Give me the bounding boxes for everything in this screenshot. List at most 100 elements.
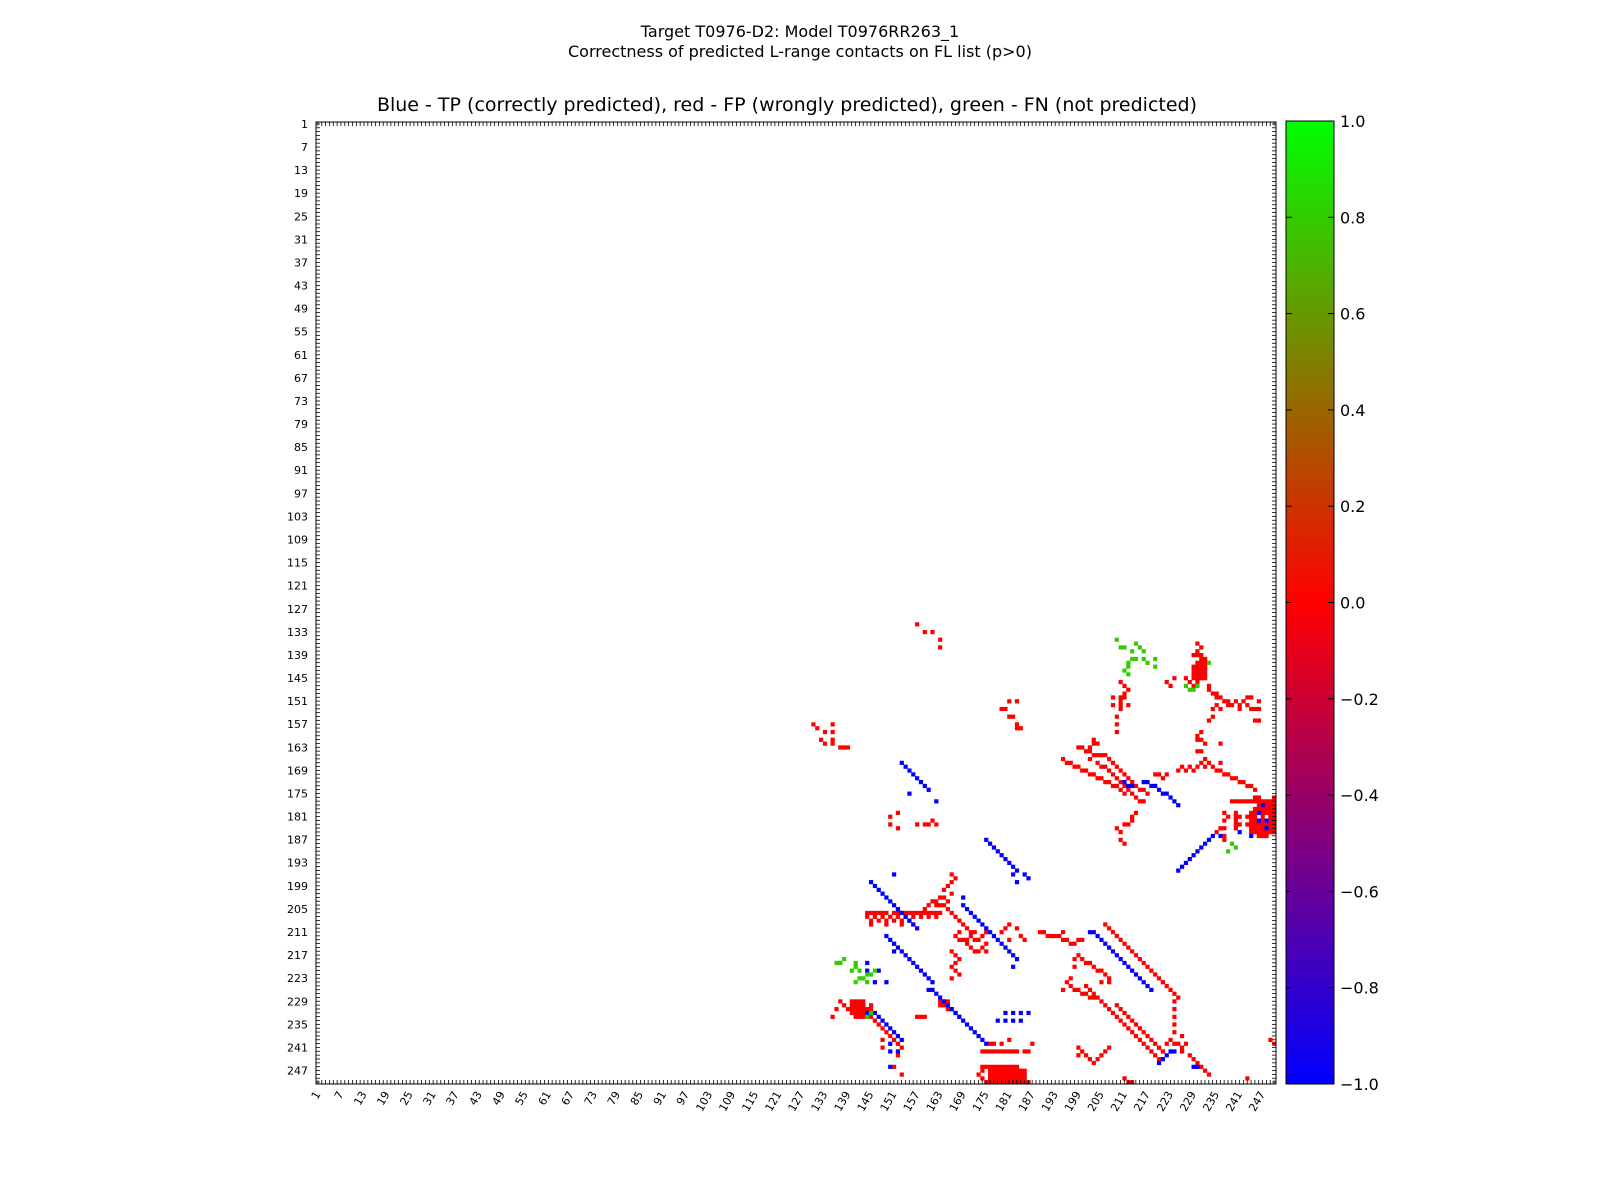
contact-cell-red bbox=[853, 1010, 858, 1016]
y-tick-label: 241 bbox=[287, 1041, 308, 1054]
contact-cell-red bbox=[853, 999, 858, 1004]
contact-cell-red bbox=[1122, 691, 1127, 696]
contact-cell-red bbox=[899, 918, 904, 923]
contact-cell-red bbox=[830, 741, 835, 746]
contact-cell-red bbox=[1203, 656, 1208, 662]
contact-cell-red bbox=[999, 1049, 1004, 1054]
contact-cell-blue bbox=[895, 1033, 901, 1039]
contact-cell-red bbox=[1133, 783, 1139, 789]
contact-cell-blue bbox=[1110, 949, 1116, 954]
contact-cell-red bbox=[1241, 799, 1246, 804]
contact-cell-blue bbox=[865, 968, 870, 973]
contact-cell-red bbox=[1249, 818, 1254, 823]
contact-cell-red bbox=[1122, 683, 1127, 689]
contact-cell-red bbox=[892, 918, 897, 923]
y-tick-label: 7 bbox=[301, 141, 308, 154]
contact-cell-red bbox=[1091, 995, 1096, 1000]
contact-cell-red bbox=[1003, 1049, 1008, 1054]
contact-cell-red bbox=[1126, 703, 1131, 708]
contact-cell-red bbox=[1011, 1076, 1016, 1081]
contact-cell-red bbox=[938, 903, 943, 908]
contact-cell-blue bbox=[899, 760, 904, 765]
contact-cell-red bbox=[915, 622, 920, 627]
contact-cell-red bbox=[1180, 1033, 1185, 1039]
contact-cell-blue bbox=[1130, 968, 1135, 973]
contact-cell-red bbox=[1203, 1068, 1208, 1073]
contact-cell-red bbox=[1187, 1053, 1192, 1058]
contact-cell-red bbox=[1107, 768, 1112, 773]
contact-cell-red bbox=[1118, 787, 1123, 792]
contact-cell-red bbox=[1256, 833, 1261, 839]
contact-cell-red bbox=[1130, 780, 1135, 785]
contact-cell-red bbox=[938, 999, 943, 1004]
contact-cell-red bbox=[1195, 664, 1200, 669]
contact-cell-red bbox=[1091, 741, 1096, 746]
contact-cell-red bbox=[1164, 983, 1169, 989]
contact-cell-red bbox=[1118, 830, 1123, 835]
contact-cell-red bbox=[1060, 930, 1066, 935]
x-tick-label: 19 bbox=[374, 1089, 392, 1108]
contact-cell-red bbox=[815, 726, 820, 731]
contact-cell-blue bbox=[934, 991, 939, 996]
contact-cell-blue bbox=[976, 1033, 981, 1039]
contact-cell-red bbox=[1007, 1072, 1012, 1077]
contact-cell-red bbox=[1045, 933, 1050, 939]
figure-subtitle: Correctness of predicted L-range contact… bbox=[568, 42, 1032, 61]
contact-cell-red bbox=[868, 1007, 874, 1012]
contact-cell-red bbox=[1264, 833, 1269, 839]
contact-cell-red bbox=[1256, 718, 1261, 723]
contact-cell-red bbox=[1233, 776, 1238, 781]
contact-cell-red bbox=[988, 1049, 993, 1054]
contact-cell-red bbox=[865, 914, 870, 919]
contact-cell-red bbox=[1122, 1022, 1127, 1027]
contact-cell-red bbox=[934, 910, 939, 916]
contact-cell-red bbox=[1007, 1064, 1012, 1069]
x-tick-label: 37 bbox=[443, 1089, 461, 1108]
contact-cell-red bbox=[1122, 783, 1127, 789]
contact-cell-red bbox=[980, 1076, 985, 1081]
contact-cell-green bbox=[1133, 641, 1139, 646]
y-tick-label: 211 bbox=[287, 926, 308, 939]
y-tick-label: 151 bbox=[287, 695, 308, 708]
contact-cell-green bbox=[861, 976, 866, 981]
contact-cell-red bbox=[1137, 1037, 1142, 1043]
contact-cell-blue bbox=[876, 1014, 881, 1019]
contact-cell-red bbox=[922, 906, 927, 912]
contact-cell-blue bbox=[907, 918, 912, 923]
contact-cell-red bbox=[1087, 1057, 1093, 1062]
contact-cell-red bbox=[1018, 1072, 1023, 1077]
contact-cell-blue bbox=[1091, 930, 1096, 935]
contact-cell-red bbox=[1133, 1033, 1139, 1039]
contact-cell-red bbox=[1199, 653, 1204, 658]
contact-cell-blue bbox=[872, 980, 877, 985]
contact-cell-red bbox=[1183, 676, 1189, 681]
contact-cell-red bbox=[1206, 683, 1212, 689]
contact-cell-red bbox=[1252, 706, 1258, 712]
contact-cell-red bbox=[1107, 756, 1112, 762]
contact-cell-blue bbox=[1168, 795, 1173, 800]
contact-cell-red bbox=[1233, 799, 1238, 804]
contact-cell-red bbox=[1007, 937, 1012, 942]
contact-cell-red bbox=[953, 968, 958, 973]
contact-cell-red bbox=[1114, 1014, 1119, 1019]
contact-cell-red bbox=[1210, 714, 1215, 719]
contact-cell-blue bbox=[895, 1049, 901, 1054]
contact-cell-red bbox=[1003, 1076, 1008, 1081]
contact-cell-red bbox=[1256, 795, 1261, 800]
contact-cell-red bbox=[1268, 818, 1273, 823]
contact-cell-red bbox=[1130, 1030, 1135, 1035]
x-tick-label: 157 bbox=[901, 1089, 923, 1114]
contact-cell-red bbox=[953, 960, 958, 966]
contact-cell-red bbox=[1118, 699, 1123, 704]
contact-cell-red bbox=[1107, 980, 1112, 985]
contact-cell-red bbox=[918, 1014, 924, 1019]
contact-cell-red bbox=[938, 895, 943, 900]
contact-cell-red bbox=[1014, 699, 1020, 704]
contact-cell-red bbox=[1133, 1022, 1139, 1027]
contact-cell-blue bbox=[915, 926, 920, 931]
contact-cell-red bbox=[1172, 991, 1177, 996]
contact-cell-red bbox=[984, 941, 989, 946]
contact-cell-red bbox=[1130, 814, 1135, 819]
contact-cell-red bbox=[1122, 841, 1127, 846]
contact-cell-red bbox=[991, 1041, 997, 1046]
